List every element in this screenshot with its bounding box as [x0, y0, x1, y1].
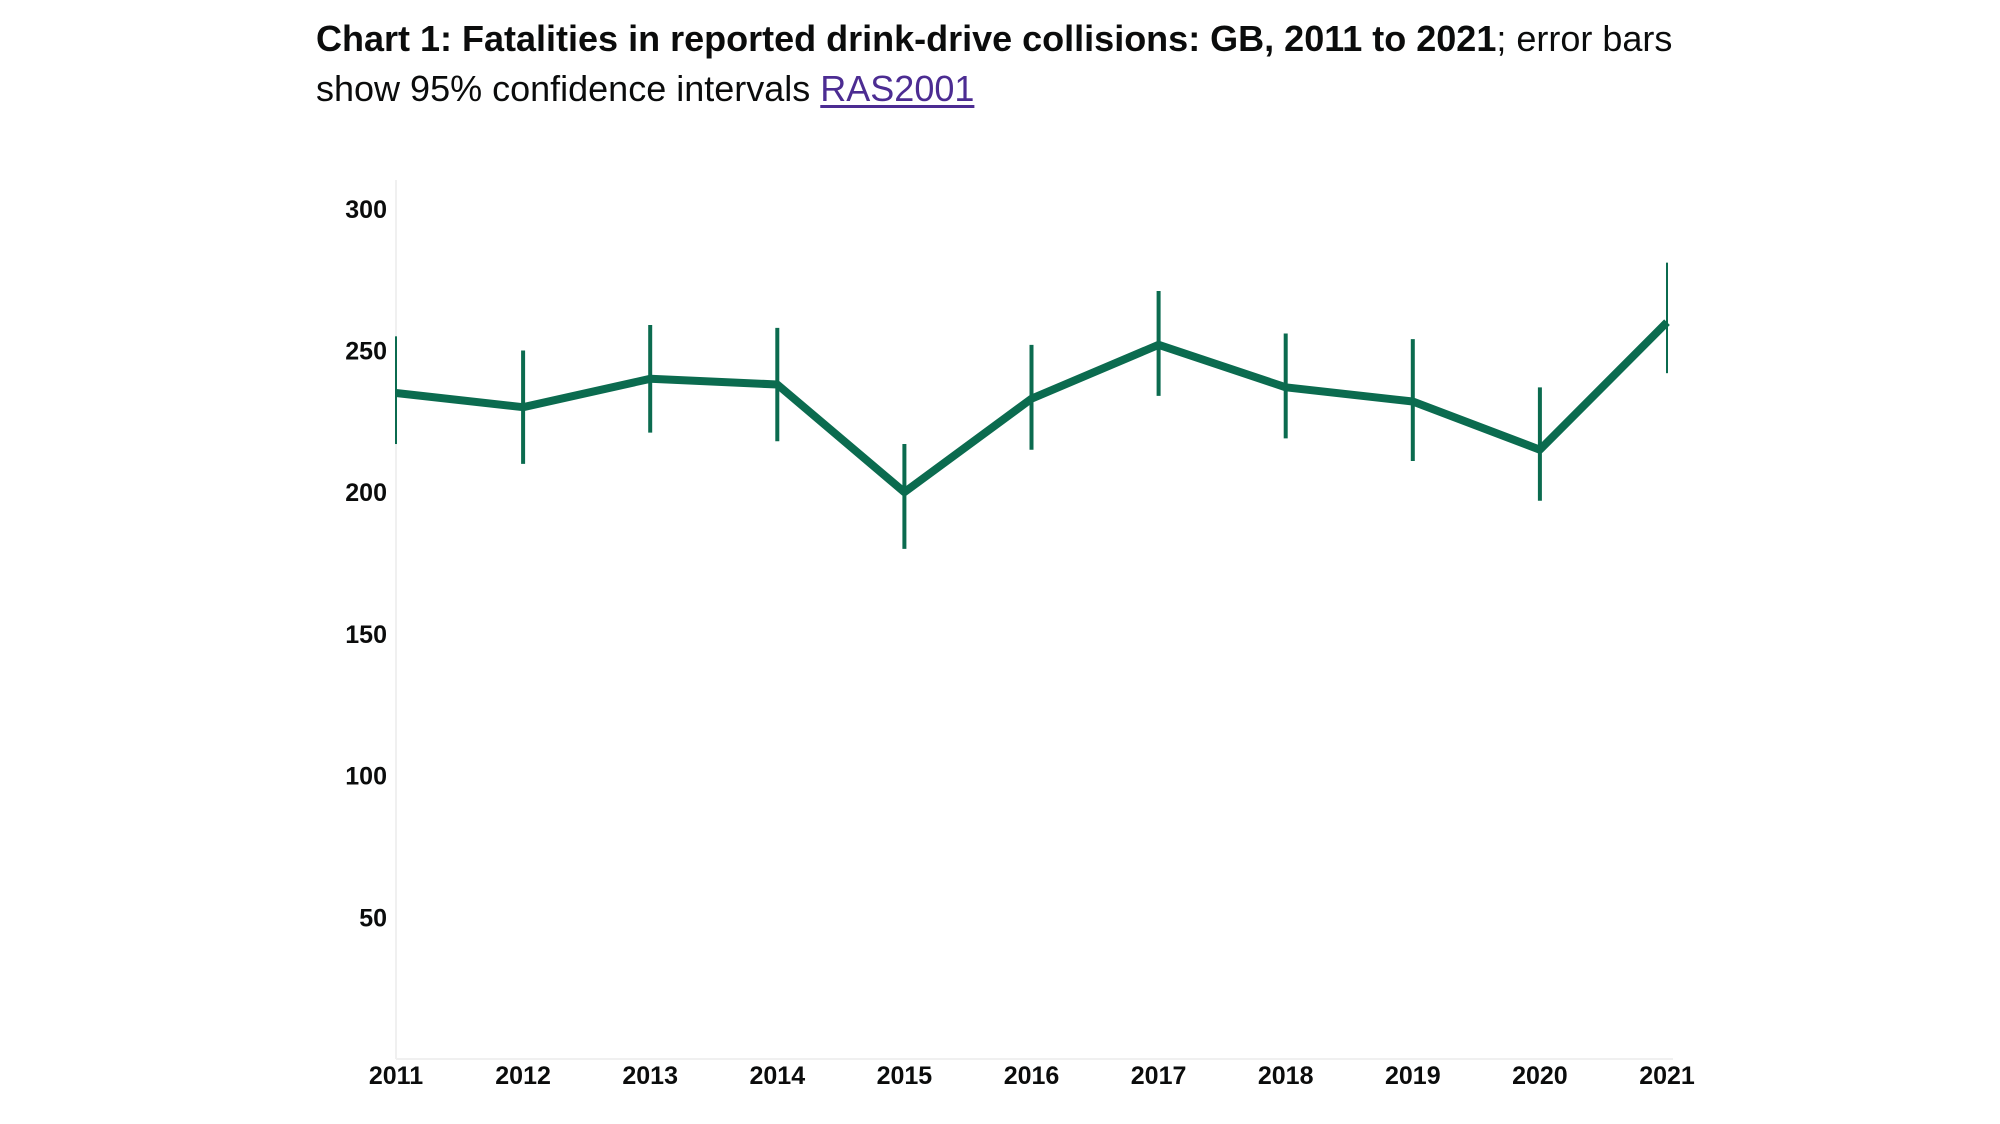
chart-heading: Chart 1: Fatalities in reported drink-dr…: [316, 14, 1716, 114]
chart-axes: [395, 180, 1673, 1060]
data-series: [395, 319, 1670, 497]
data-point: [1666, 321, 1668, 324]
x-tick-label: 2014: [749, 1062, 805, 1090]
chart-subtitle: ; error bars show 95% confidence interva…: [316, 18, 1673, 109]
data-point: [1284, 386, 1287, 389]
x-tick-label: 2020: [1512, 1062, 1568, 1090]
x-tick-label: 2018: [1258, 1062, 1314, 1090]
data-point: [649, 377, 652, 380]
y-tick-label: 250: [345, 338, 387, 366]
x-tick-label: 2015: [877, 1062, 933, 1090]
x-tick-label: 2013: [622, 1062, 678, 1090]
y-tick-label: 150: [345, 621, 387, 649]
error-bars: [395, 262, 1668, 549]
y-tick-label: 200: [345, 479, 387, 507]
data-point: [1411, 400, 1414, 403]
y-tick-label: 50: [359, 904, 387, 932]
data-point: [1157, 343, 1160, 346]
x-axis-ticks: 2011 2012 2013 2014 2015 2016 2017 2018 2019 2020…: [369, 1062, 1695, 1090]
data-point: [1538, 448, 1541, 451]
ras2001-link[interactable]: RAS2001: [820, 68, 975, 109]
y-tick-label: 300: [345, 196, 387, 224]
x-tick-label: 2016: [1004, 1062, 1060, 1090]
data-point: [903, 491, 906, 494]
x-tick-label: 2017: [1131, 1062, 1187, 1090]
x-tick-label: 2011: [369, 1062, 423, 1090]
chart-title: Chart 1: Fatalities in reported drink-dr…: [316, 18, 1497, 59]
data-point: [1030, 397, 1033, 400]
data-point: [776, 383, 779, 386]
y-tick-label: 100: [345, 763, 387, 791]
x-tick-label: 2021: [1639, 1062, 1695, 1090]
x-tick-label: 2019: [1385, 1062, 1441, 1090]
data-point: [395, 392, 397, 395]
x-tick-label: 2012: [495, 1062, 551, 1090]
y-axis-ticks: 50 100 150 200 250 300: [345, 196, 387, 932]
data-point: [522, 406, 525, 409]
